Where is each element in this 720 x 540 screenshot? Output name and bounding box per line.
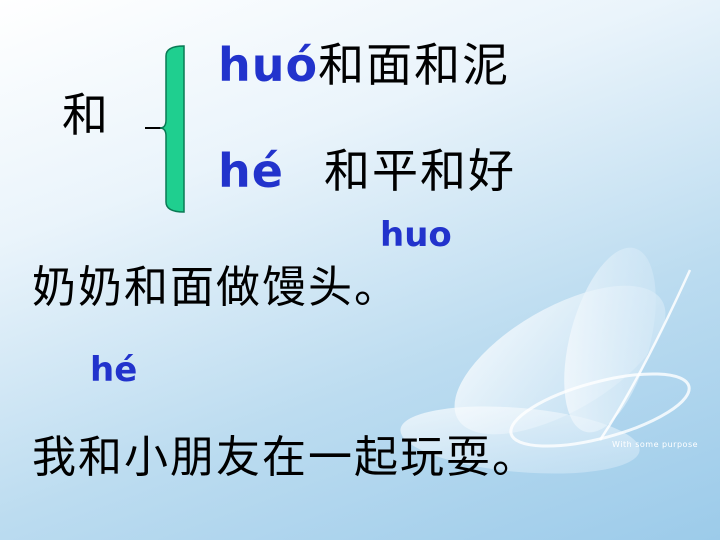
pinyin-he: hé	[218, 144, 284, 198]
sentence2-text: 我和小朋友在一起玩耍。	[32, 432, 538, 483]
sentence1-text: 奶奶和面做馒头。	[32, 262, 400, 313]
word-huo: 和面和泥	[318, 38, 511, 92]
main-character: 和	[62, 88, 108, 142]
reading-huo-row: huó和面和泥	[218, 42, 510, 88]
pinyin-huo: huó	[218, 38, 319, 92]
sentence1-pinyin: huo	[380, 215, 452, 255]
brace-bracket	[145, 45, 185, 213]
sentence2-pinyin: hé	[90, 350, 138, 390]
word-he: 和平和好	[323, 144, 516, 198]
watermark-text: With some purpose	[612, 440, 699, 449]
reading-he-row: hé 和平和好	[218, 148, 516, 194]
